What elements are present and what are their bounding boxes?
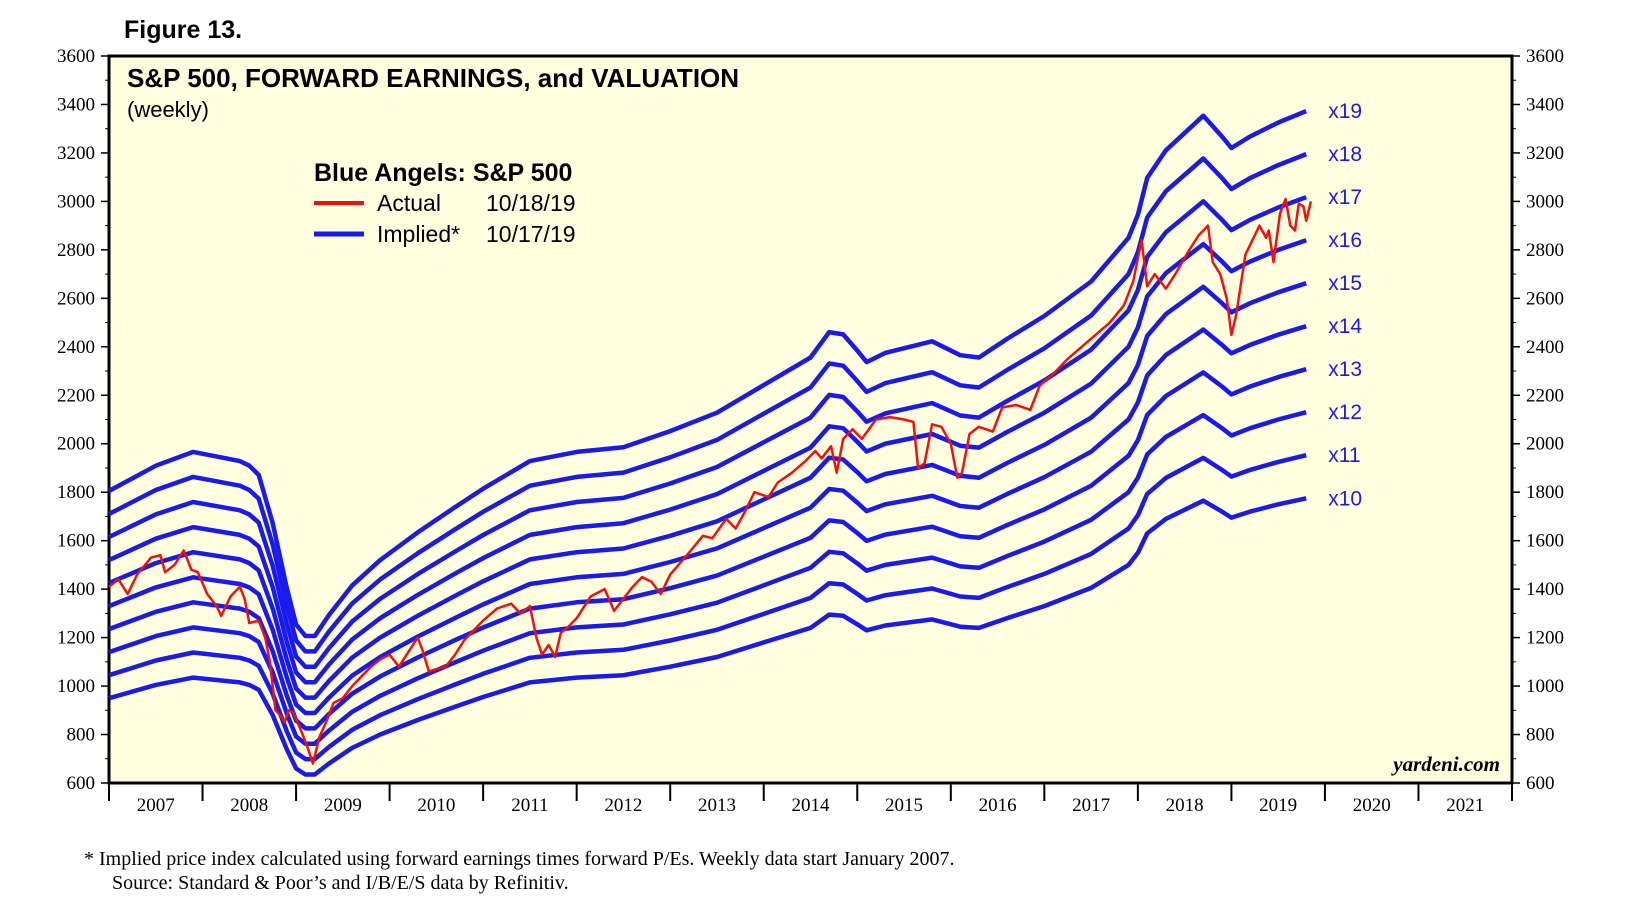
y-axis-left: 600 800 1000 1200 1400 1600 1800 2000 2200 2400 26… [57, 46, 109, 794]
y-tick-label-left: 1600 [57, 531, 95, 552]
y-tick-label-right: 1600 [1526, 531, 1564, 552]
y-tick-label-right: 3000 [1526, 191, 1564, 212]
y-tick-label-right: 2000 [1526, 434, 1564, 455]
implied-line-x12 [108, 410, 1307, 746]
legend: Blue Angels: S&P 500 Actual 10/18/19 Imp… [314, 159, 576, 247]
y-tick-label-right: 3400 [1526, 94, 1564, 115]
legend-label-implied: Implied* [377, 221, 460, 247]
y-tick-label-left: 1800 [57, 482, 95, 503]
implied-line-x18 [107, 152, 1308, 654]
y-tick-label-left: 3200 [57, 143, 95, 164]
y-tick-label-right: 800 [1526, 725, 1555, 746]
x-tick-label: 2020 [1353, 795, 1391, 816]
y-tick-label-left: 3000 [57, 191, 95, 212]
y-tick-label-left: 2800 [57, 240, 95, 261]
x-tick-label: 2013 [698, 795, 736, 816]
series-label-x13: x13 [1328, 358, 1362, 381]
figure-label: Figure 13. [124, 16, 242, 44]
y-tick-label-right: 2800 [1526, 240, 1564, 261]
y-tick-label-left: 600 [67, 773, 96, 794]
implied-line-x15 [108, 281, 1307, 700]
x-tick-label: 2017 [1072, 795, 1110, 816]
x-tick-label: 2014 [792, 795, 831, 816]
x-tick-label: 2021 [1446, 795, 1484, 816]
y-tick-label-left: 800 [67, 725, 96, 746]
footnote-line1: * Implied price index calculated using f… [84, 848, 955, 870]
y-tick-label-left: 1400 [57, 579, 95, 600]
x-tick-label: 2011 [511, 795, 548, 816]
x-tick-label: 2018 [1166, 795, 1204, 816]
y-tick-label-right: 2600 [1526, 288, 1564, 309]
x-tick-label: 2016 [979, 795, 1017, 816]
y-tick-label-left: 2000 [57, 434, 95, 455]
x-tick-label: 2009 [324, 795, 362, 816]
series-label-x15: x15 [1328, 272, 1362, 295]
series-label-x11: x11 [1328, 444, 1360, 467]
series-label-x16: x16 [1328, 229, 1362, 252]
y-tick-label-right: 1800 [1526, 482, 1564, 503]
y-tick-label-right: 1000 [1526, 676, 1564, 697]
y-tick-label-left: 3600 [57, 46, 95, 67]
y-tick-label-left: 1200 [57, 628, 95, 649]
y-tick-label-right: 3200 [1526, 143, 1564, 164]
x-tick-label: 2007 [137, 795, 175, 816]
series-label-x18: x18 [1328, 143, 1362, 166]
legend-title: Blue Angels: S&P 500 [314, 159, 572, 187]
y-tick-label-left: 2400 [57, 337, 95, 358]
legend-date-implied: 10/17/19 [486, 221, 576, 247]
implied-line-x16 [108, 238, 1307, 685]
series-label-x12: x12 [1328, 401, 1362, 424]
credit: yardeni.com [1390, 752, 1500, 776]
y-tick-label-right: 1200 [1526, 628, 1564, 649]
y-tick-label-left: 1000 [57, 676, 95, 697]
y-tick-label-right: 600 [1526, 773, 1555, 794]
implied-line-x11 [108, 453, 1307, 762]
x-tick-label: 2010 [417, 795, 455, 816]
y-tick-label-left: 2600 [57, 288, 95, 309]
x-tick-label: 2012 [604, 795, 642, 816]
chart-subtitle: (weekly) [127, 97, 209, 122]
implied-line-x13 [108, 367, 1307, 731]
implied-series-group [107, 109, 1308, 777]
footnote-line2: Source: Standard & Poor’s and I/B/E/S da… [112, 872, 569, 894]
series-label-x10: x10 [1328, 487, 1362, 510]
legend-date-actual: 10/18/19 [486, 190, 576, 216]
y-tick-label-right: 1400 [1526, 579, 1564, 600]
series-label-x19: x19 [1328, 100, 1362, 123]
implied-line-x10 [108, 496, 1307, 777]
implied-line-x14 [108, 324, 1307, 716]
y-axis-right: 600 800 1000 1200 1400 1600 1800 2000 2200 2400 26… [1512, 46, 1564, 794]
legend-label-actual: Actual [377, 190, 441, 216]
x-axis: 2007 2008 2009 2010 2011 2012 2013 2014 2015 2016… [108, 783, 1513, 816]
x-tick-label: 2019 [1259, 795, 1297, 816]
y-tick-label-right: 3600 [1526, 46, 1564, 67]
chart-title: S&P 500, FORWARD EARNINGS, and VALUATION [127, 63, 739, 93]
series-labels: x10 x11 x12 x13 x14 x15 x16 x17 x18 x19 [1328, 100, 1362, 510]
x-tick-label: 2015 [885, 795, 923, 816]
actual-series-line [108, 197, 1313, 765]
y-tick-label-left: 3400 [57, 94, 95, 115]
y-tick-label-left: 2200 [57, 385, 95, 406]
series-label-x17: x17 [1328, 186, 1362, 209]
y-tick-label-right: 2400 [1526, 337, 1564, 358]
y-tick-label-right: 2200 [1526, 385, 1564, 406]
implied-line-x19 [107, 109, 1308, 639]
series-label-x14: x14 [1328, 315, 1362, 338]
x-tick-label: 2008 [230, 795, 268, 816]
